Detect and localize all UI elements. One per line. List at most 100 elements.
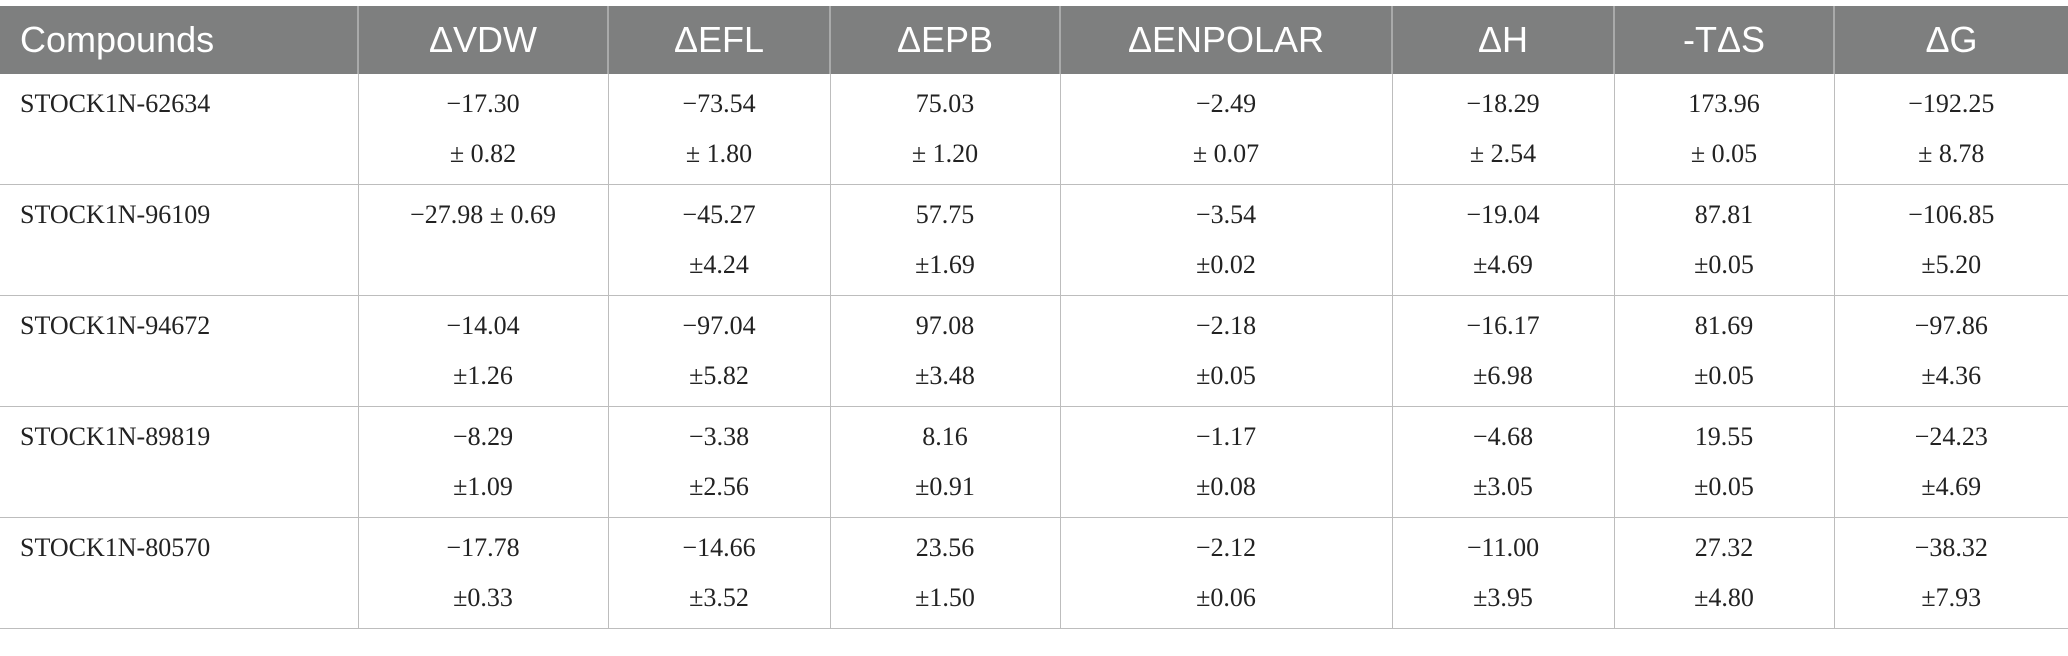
value-cell-content: 81.69 ±0.05 (1615, 296, 1834, 401)
value-cell-content: −4.68 ±3.05 (1393, 407, 1614, 512)
value-cell: −97.04 ±5.82 (608, 295, 831, 407)
error-value: ±3.52 (689, 583, 749, 612)
table-row: STOCK1N-62634 −17.30 ± 0.82 −73.54 ± 1.80 75.… (0, 74, 2068, 185)
value-cell-content: −97.86 ±4.36 (1835, 296, 2068, 401)
value-cell-content: −3.54 ±0.02 (1061, 185, 1392, 290)
mean-value: −4.68 (1472, 422, 1534, 451)
compound-name-cell: STOCK1N-94672 (0, 295, 359, 407)
value-cell: −45.27 ±4.24 (608, 184, 831, 296)
value-cell-content: 87.81 ±0.05 (1615, 185, 1834, 290)
value-cell-content: −3.38 ±2.56 (609, 407, 830, 512)
mean-value: −18.29 (1466, 89, 1540, 118)
mean-value: −97.04 (682, 311, 756, 340)
error-value: ±0.05 (1694, 250, 1754, 279)
value-cell: 87.81 ±0.05 (1614, 184, 1835, 296)
header-depb: ΔEPB (830, 6, 1061, 74)
value-cell: −2.18 ±0.05 (1060, 295, 1393, 407)
value-cell-content: −24.23 ±4.69 (1835, 407, 2068, 512)
mean-value: 173.96 (1688, 89, 1760, 118)
error-value: ±4.24 (689, 250, 749, 279)
value-cell-content: −106.85 ±5.20 (1835, 185, 2068, 290)
value-cell-content: 23.56 ±1.50 (831, 518, 1060, 623)
table-row: STOCK1N-96109 −27.98 ± 0.69 −45.27 ±4.24 57.… (0, 184, 2068, 296)
mean-value: −3.54 (1195, 200, 1257, 229)
error-value: ± 0.07 (1192, 139, 1260, 168)
mean-value: −14.04 (446, 311, 520, 340)
value-cell: −24.23 ±4.69 (1834, 406, 2068, 518)
value-cell-content: −2.49 ± 0.07 (1061, 74, 1392, 179)
mean-value: −2.18 (1195, 311, 1257, 340)
error-value: ± 1.80 (685, 139, 753, 168)
mean-value: −106.85 (1908, 200, 1995, 229)
value-cell: 23.56 ±1.50 (830, 517, 1061, 629)
mean-value: −38.32 (1914, 533, 1988, 562)
value-cell: −19.04 ±4.69 (1392, 184, 1615, 296)
mean-value: −17.30 (446, 89, 520, 118)
mean-value: −24.23 (1914, 422, 1988, 451)
value-cell-content: −17.30 ± 0.82 (359, 74, 608, 179)
value-cell: −106.85 ±5.20 (1834, 184, 2068, 296)
header-denpolar: ΔENPOLAR (1060, 6, 1393, 74)
error-value: ± 8.78 (1918, 139, 1985, 168)
value-cell-content: −27.98 ± 0.69 (359, 185, 608, 240)
value-cell: −73.54 ± 1.80 (608, 74, 831, 185)
table-row: STOCK1N-89819 −8.29 ±1.09 −3.38 ±2.56 8.16 ±0.… (0, 406, 2068, 518)
value-cell: 173.96 ± 0.05 (1614, 74, 1835, 185)
mean-value: 57.75 (915, 200, 975, 229)
mean-value: −97.86 (1914, 311, 1988, 340)
error-value: ±5.82 (689, 361, 749, 390)
mean-value: 81.69 (1694, 311, 1754, 340)
error-value: ± 2.54 (1469, 139, 1537, 168)
mean-value: −73.54 (682, 89, 756, 118)
error-value: ±1.69 (915, 250, 975, 279)
value-cell: −1.17 ±0.08 (1060, 406, 1393, 518)
header-dh: ΔH (1392, 6, 1615, 74)
data-table-container: Compounds ΔVDW ΔEFL ΔEPB ΔENPOLAR ΔH -TΔ… (0, 6, 2068, 629)
value-cell: −14.66 ±3.52 (608, 517, 831, 629)
error-value: ±7.93 (1921, 583, 1982, 612)
value-cell: 81.69 ±0.05 (1614, 295, 1835, 407)
value-cell-content: −16.17 ±6.98 (1393, 296, 1614, 401)
error-value: ±4.36 (1921, 361, 1982, 390)
table-header-row: Compounds ΔVDW ΔEFL ΔEPB ΔENPOLAR ΔH -TΔ… (0, 6, 2068, 74)
value-cell-content: 19.55 ±0.05 (1615, 407, 1834, 512)
value-cell: 97.08 ±3.48 (830, 295, 1061, 407)
header-defl: ΔEFL (608, 6, 831, 74)
value-cell: −38.32 ±7.93 (1834, 517, 2068, 629)
error-value: ±0.05 (1694, 361, 1754, 390)
error-value: ±0.05 (1694, 472, 1754, 501)
value-cell: −27.98 ± 0.69 (358, 184, 609, 296)
value-cell-content: 27.32 ±4.80 (1615, 518, 1834, 623)
value-cell: −17.78 ±0.33 (358, 517, 609, 629)
value-cell: −2.49 ± 0.07 (1060, 74, 1393, 185)
error-value: ±1.09 (453, 472, 513, 501)
value-cell: −8.29 ±1.09 (358, 406, 609, 518)
value-cell-content: −14.04 ±1.26 (359, 296, 608, 401)
error-value: ±2.56 (689, 472, 749, 501)
value-cell: −3.54 ±0.02 (1060, 184, 1393, 296)
value-cell-content: −192.25 ± 8.78 (1835, 74, 2068, 179)
error-value: ±0.06 (1196, 583, 1256, 612)
mean-value: −45.27 (682, 200, 756, 229)
value-cell: −97.86 ±4.36 (1834, 295, 2068, 407)
value-cell: 57.75 ±1.69 (830, 184, 1061, 296)
value-cell: −16.17 ±6.98 (1392, 295, 1615, 407)
header-dg: ΔG (1834, 6, 2068, 74)
compound-name: STOCK1N-62634 (20, 89, 211, 118)
value-cell-content: −19.04 ±4.69 (1393, 185, 1614, 290)
value-cell-content: −38.32 ±7.93 (1835, 518, 2068, 623)
mean-value: −14.66 (682, 533, 756, 562)
error-value: ±4.80 (1694, 583, 1754, 612)
value-cell: 8.16 ±0.91 (830, 406, 1061, 518)
value-cell-content: −45.27 ±4.24 (609, 185, 830, 290)
mean-value: 27.32 (1694, 533, 1754, 562)
mean-value: −11.00 (1466, 533, 1540, 562)
value-cell: 27.32 ±4.80 (1614, 517, 1835, 629)
error-value: ±3.95 (1473, 583, 1533, 612)
header-tds: -TΔS (1614, 6, 1835, 74)
error-value: ±1.50 (915, 583, 975, 612)
value-cell: −11.00 ±3.95 (1392, 517, 1615, 629)
value-cell-content: −18.29 ± 2.54 (1393, 74, 1614, 179)
value-cell: 19.55 ±0.05 (1614, 406, 1835, 518)
error-value: ±0.91 (915, 472, 975, 501)
